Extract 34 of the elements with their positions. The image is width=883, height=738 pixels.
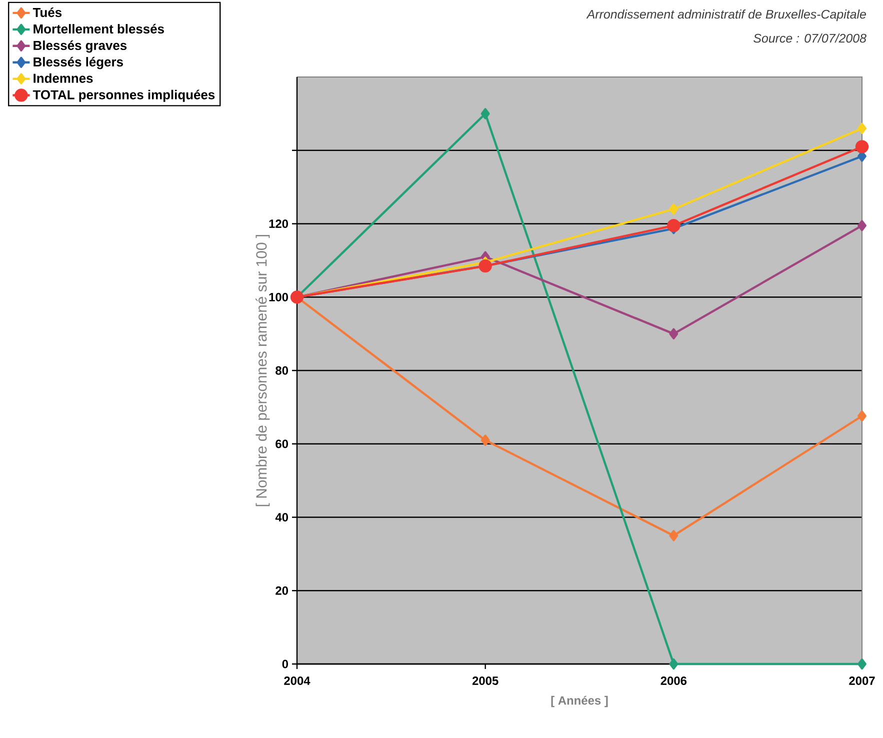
- point: [669, 530, 678, 542]
- point: [290, 290, 304, 304]
- point: [480, 108, 490, 120]
- x-tick-label: 2006: [660, 676, 687, 685]
- y-tick-label: 40: [275, 513, 288, 522]
- point: [667, 219, 680, 232]
- y-tick-label: 0: [282, 660, 288, 668]
- y-axis-title: [ Nombre de personnes ramené sur 100 ]: [256, 234, 270, 506]
- legend-label: TOTAL personnes impliquées: [32, 90, 215, 102]
- point: [858, 122, 866, 134]
- y-tick-label: 20: [276, 586, 288, 595]
- legend-label: Tués: [32, 7, 62, 18]
- y-tick-label: 60: [276, 440, 288, 448]
- x-tick-label: 2004: [284, 676, 310, 685]
- point: [858, 658, 866, 670]
- x-tick-label: 2007: [849, 676, 875, 685]
- point: [858, 410, 866, 422]
- point: [855, 140, 869, 154]
- source-note: Source : 07/07/2008: [754, 34, 866, 43]
- text: Arrondissement administratif de Bruxelles-Capitale: [586, 10, 866, 22]
- point: [858, 220, 866, 232]
- legend-label: Mortellement blessés: [34, 24, 164, 34]
- legend-label: Blessés graves: [34, 40, 127, 53]
- legend-label: Indemnes: [34, 73, 93, 83]
- legend-label: Blessés légers: [34, 56, 123, 70]
- point: [669, 328, 678, 340]
- y-tick-label: 100: [269, 292, 288, 302]
- y-tick-label: 120: [269, 220, 288, 228]
- point: [480, 434, 490, 446]
- point: [669, 203, 678, 215]
- x-axis-title: [ Années ]: [551, 696, 608, 708]
- x-tick-label: 2005: [472, 676, 498, 685]
- y-tick-label: 80: [276, 366, 288, 375]
- point: [669, 658, 678, 670]
